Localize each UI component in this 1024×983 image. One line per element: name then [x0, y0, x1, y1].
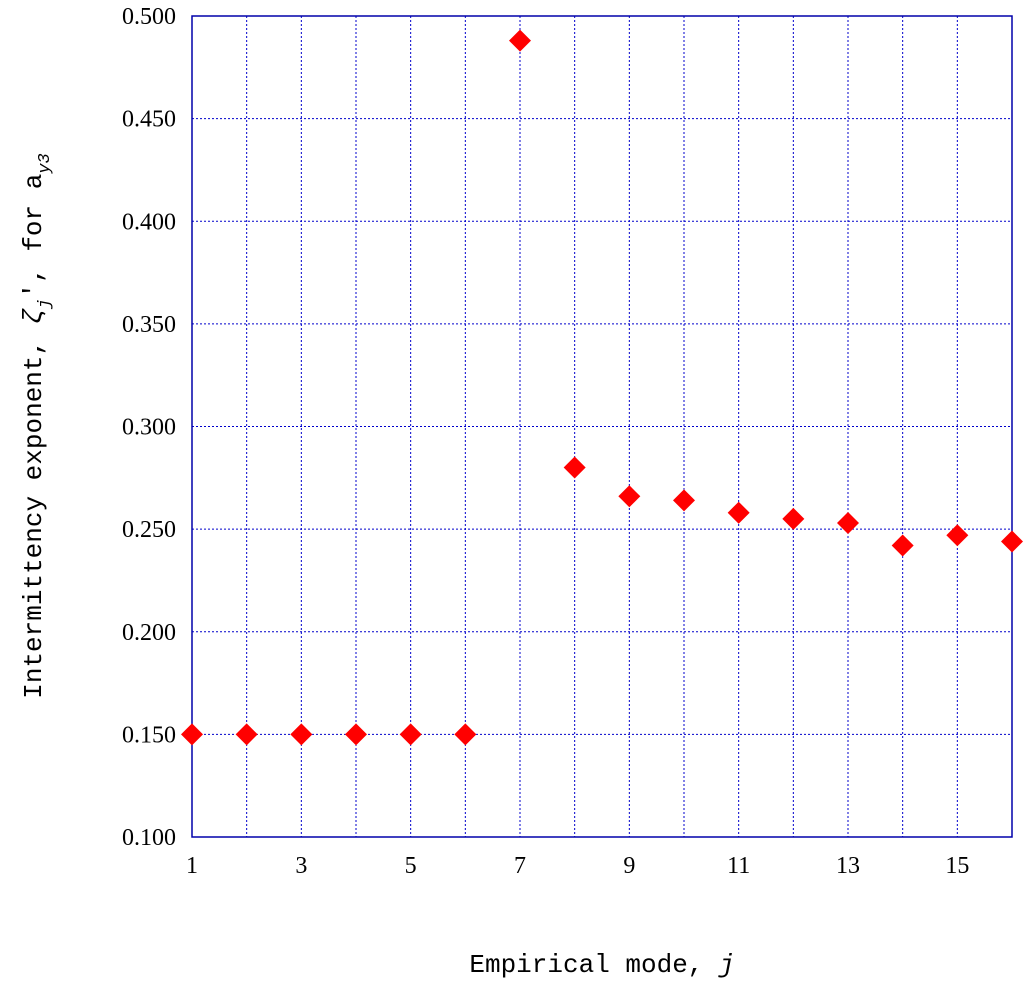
y-tick-label: 0.250 — [122, 517, 176, 543]
y-axis-title-text2: ', for a — [19, 174, 49, 299]
data-point — [673, 489, 695, 512]
x-tick-label: 11 — [727, 853, 750, 879]
data-point — [454, 723, 477, 746]
x-tick-label: 5 — [405, 853, 417, 879]
y-axis-title-zeta-sub: j — [36, 298, 55, 309]
data-point — [837, 511, 859, 534]
data-point — [618, 485, 641, 508]
x-tick-label: 9 — [623, 853, 635, 879]
grid — [191, 15, 1013, 838]
data-point — [563, 456, 586, 479]
data-point — [181, 723, 203, 746]
y-tick-label: 0.450 — [122, 107, 176, 133]
y-axis-title-a-sub: y3 — [36, 153, 55, 174]
y-tick-label: 0.150 — [122, 722, 176, 748]
y-tick-label: 0.200 — [122, 620, 176, 646]
x-tick-label: 7 — [514, 853, 526, 879]
x-tick-label: 3 — [295, 853, 307, 879]
y-tick-label: 0.300 — [122, 415, 176, 441]
data-point — [782, 507, 805, 530]
x-tick-label: 1 — [186, 853, 198, 879]
y-tick-label: 0.100 — [122, 825, 176, 851]
data-point — [946, 524, 969, 547]
data-point — [509, 29, 531, 52]
data-point — [235, 723, 258, 746]
y-tick-label: 0.500 — [122, 4, 176, 30]
x-axis-title-var: j — [718, 950, 735, 980]
x-tick-label: 13 — [836, 853, 860, 879]
plot-frame — [191, 15, 1013, 838]
x-tick-label: 15 — [945, 853, 969, 879]
data-point — [727, 501, 750, 524]
data-point — [399, 723, 422, 746]
y-tick-label: 0.350 — [122, 312, 176, 338]
y-axis-title-zeta: ζ — [19, 308, 49, 324]
y-axis-title: Intermittency exponent, ζj', for ay3 — [19, 153, 55, 699]
data-point — [345, 723, 367, 746]
y-axis-title-text1: Intermittency exponent, — [19, 324, 49, 698]
data-point — [1001, 530, 1023, 553]
y-tick-label: 0.400 — [122, 209, 176, 235]
data-point — [290, 723, 313, 746]
x-axis-title-text: Empirical mode, — [469, 950, 719, 980]
tick-labels: 0.100 0.150 0.200 0.250 0.300 0.350 0.400 0.450… — [122, 4, 969, 879]
data-points — [181, 29, 1023, 746]
data-point — [891, 534, 914, 557]
x-axis-title: Empirical mode, j — [469, 950, 734, 980]
